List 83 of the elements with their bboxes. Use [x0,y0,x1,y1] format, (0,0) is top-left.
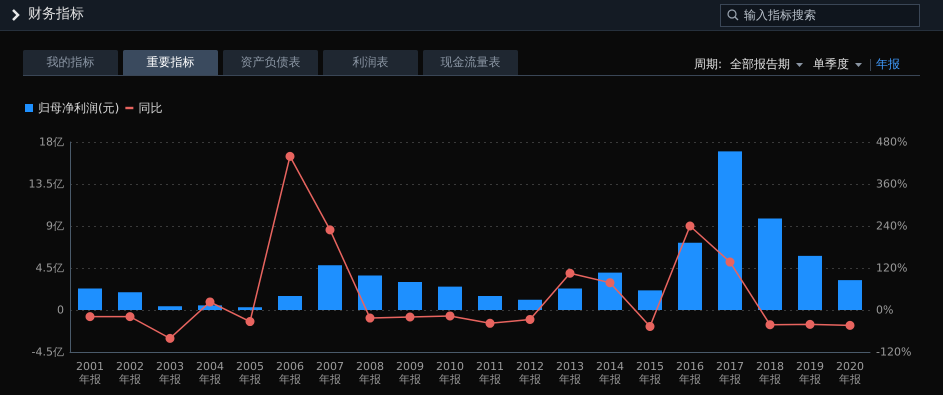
y-tick-label: 9亿 [46,220,64,232]
point [846,320,854,330]
bar [718,151,742,310]
point [486,318,494,328]
text: 重要指标 [123,50,218,75]
x-tick-label: 2005 年报 [236,360,264,386]
point [246,317,254,326]
bar [638,290,662,310]
y2-tick-label: -120% [876,346,912,358]
x-tick-label: 2003 年报 [156,360,184,386]
point [166,334,174,343]
x-tick-label: 2010 年报 [436,360,464,386]
y2-tick-label: 0% [876,304,894,316]
bar [678,242,702,310]
bar [238,307,262,310]
point [766,320,774,330]
x-tick-label: 2009 年报 [396,360,424,386]
bar [758,218,782,310]
text: 年报 [876,56,900,73]
bar [158,306,182,310]
chart-title: 财务指标 [28,5,84,23]
x-tick-label: 2007 年报 [316,360,344,386]
text: 现金流量表 [423,50,518,75]
y2-tick-label: 360% [876,178,908,190]
y-tick-label: 0 [57,304,64,316]
point [406,312,414,322]
bar [838,280,862,310]
bar [558,288,582,310]
bar [398,282,422,310]
y-tick-label: 13.5亿 [28,178,64,190]
bar [78,288,102,310]
text: 输入指标搜索 [744,7,816,24]
bar [358,275,382,310]
x-tick-label: 2011 年报 [476,360,504,386]
point [366,314,374,323]
text: 全部报告期 [730,56,790,73]
text: 利润表 [323,50,418,75]
x-tick-label: 2020 年报 [836,360,864,386]
y-tick-label: 4.5亿 [36,262,64,274]
bar [438,286,462,310]
legend-label: 归母净利润(元) [38,101,120,115]
bar [478,296,502,310]
text: 资产负债表 [223,50,318,75]
point [326,225,334,234]
point [286,152,294,161]
point [446,311,454,320]
point [206,297,214,306]
x-tick-label: 2006 年报 [276,360,304,386]
point [566,268,574,278]
x-tick-label: 2017 年报 [716,360,744,386]
point [606,278,614,288]
bar [318,265,342,310]
text: 单季度 [813,56,850,73]
y2-tick-label: 480% [876,136,908,148]
point [526,314,534,324]
x-tick-label: 2013 年报 [556,360,584,386]
bar [278,296,302,310]
bar [798,256,822,310]
x-tick-label: 2015 年报 [636,360,664,386]
point [726,258,734,267]
x-tick-label: 2014 年报 [596,360,624,386]
x-tick-label: 2008 年报 [356,360,384,386]
y-tick-label: 18亿 [39,136,64,148]
bar [118,292,142,310]
point [686,222,694,230]
x-tick-label: 2012 年报 [516,360,544,386]
y-tick-label: -4.5亿 [32,346,64,358]
text: 我的指标 [23,50,118,75]
legend-label: 同比 [138,101,162,115]
x-tick-label: 2016 年报 [676,360,704,386]
point [646,322,654,331]
text: 周期: [694,56,722,73]
point [86,312,94,322]
x-tick-label: 2004 年报 [196,360,224,386]
x-tick-label: 2019 年报 [796,360,824,386]
y2-tick-label: 120% [876,262,908,274]
point [126,312,134,322]
bar [518,300,542,310]
x-tick-label: 2002 年报 [116,360,144,386]
y2-tick-label: 240% [876,220,908,232]
x-tick-label: 2018 年报 [756,360,784,386]
point [806,320,814,329]
x-tick-label: 2001 年报 [76,360,104,386]
